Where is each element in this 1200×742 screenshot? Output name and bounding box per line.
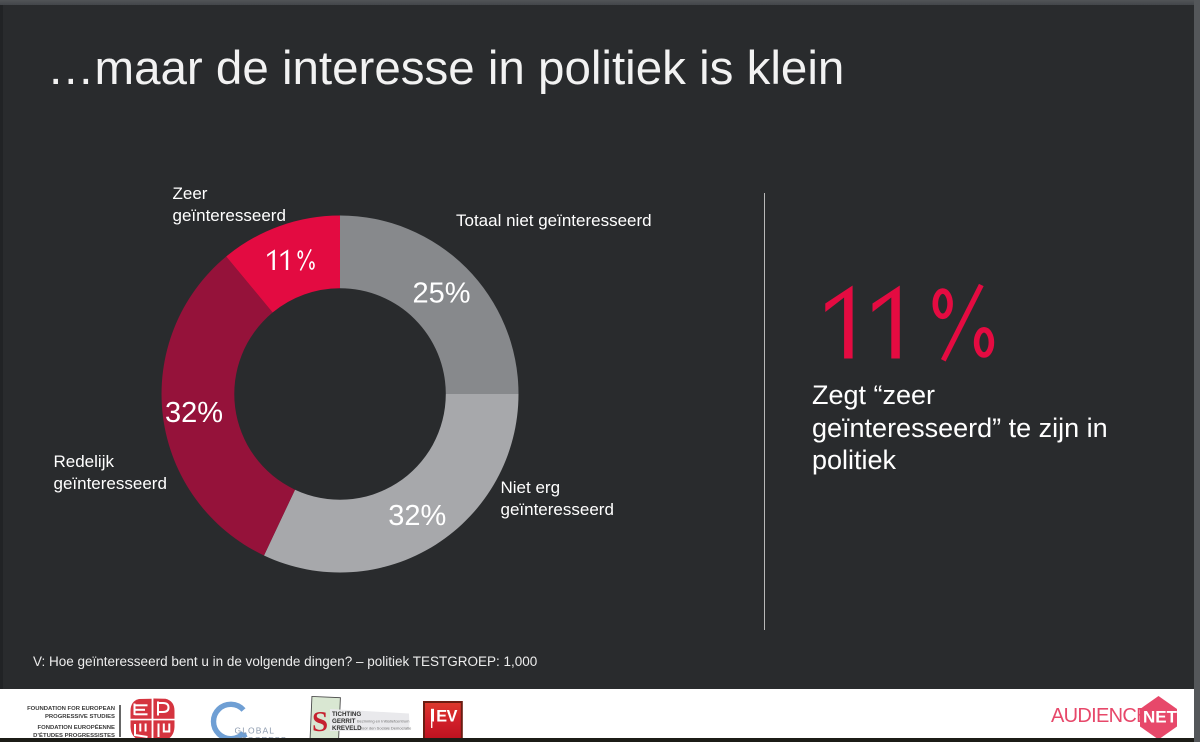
- svg-text:EV: EV: [436, 707, 457, 725]
- svg-text:TICHTING: TICHTING: [332, 711, 361, 718]
- svg-text:32%: 32%: [165, 397, 223, 429]
- svg-text:32%: 32%: [388, 500, 446, 532]
- svg-text:S: S: [312, 706, 328, 738]
- svg-text:NET: NET: [1143, 708, 1178, 727]
- svg-text:GERRIT: GERRIT: [332, 718, 356, 725]
- svg-text:voor den Sociale Democratie: voor den Sociale Democratie: [360, 726, 412, 731]
- svg-text:25%: 25%: [412, 278, 470, 310]
- svg-text:KREVELD: KREVELD: [332, 725, 362, 732]
- svg-text:Bezinning en Initiatiefcentrum: Bezinning en Initiatiefcentrum: [357, 719, 410, 724]
- svg-text:GLOBAL: GLOBAL: [235, 726, 276, 736]
- svg-text:PROGRESS: PROGRESS: [235, 735, 287, 738]
